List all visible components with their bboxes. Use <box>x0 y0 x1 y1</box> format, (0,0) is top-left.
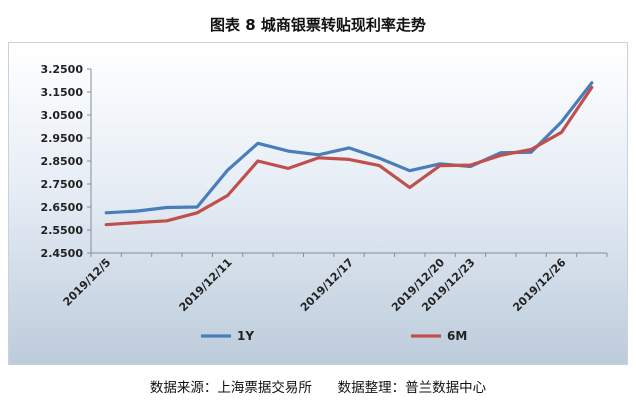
y-tick-label: 3.1500 <box>41 86 84 99</box>
source-note: 数据来源：上海票据交易所 数据整理：普兰数据中心 <box>149 380 487 396</box>
chart-title: 图表 8 城商银票转贴现利率走势 <box>210 16 426 34</box>
y-tick-label: 3.0500 <box>41 109 84 122</box>
y-tick-label: 2.5500 <box>41 224 84 237</box>
series-line-6m <box>104 85 594 227</box>
line-chart: 3.2500 3.1500 3.0500 2.9500 2.8500 2.7500 2.65… <box>9 43 627 364</box>
legend-label-1y: 1Y <box>237 329 254 343</box>
y-tick-label: 2.8500 <box>41 155 84 168</box>
chart-background <box>9 43 627 364</box>
y-tick-label: 2.7500 <box>41 178 84 191</box>
y-tick-label: 2.4500 <box>41 247 84 260</box>
y-tick-label: 3.2500 <box>41 63 84 76</box>
legend-label-6m: 6M <box>447 329 467 343</box>
y-tick-label: 2.9500 <box>41 132 84 145</box>
y-tick-label: 2.6500 <box>41 201 84 214</box>
chart-area: 3.2500 3.1500 3.0500 2.9500 2.8500 2.7500 2.65… <box>8 42 628 365</box>
